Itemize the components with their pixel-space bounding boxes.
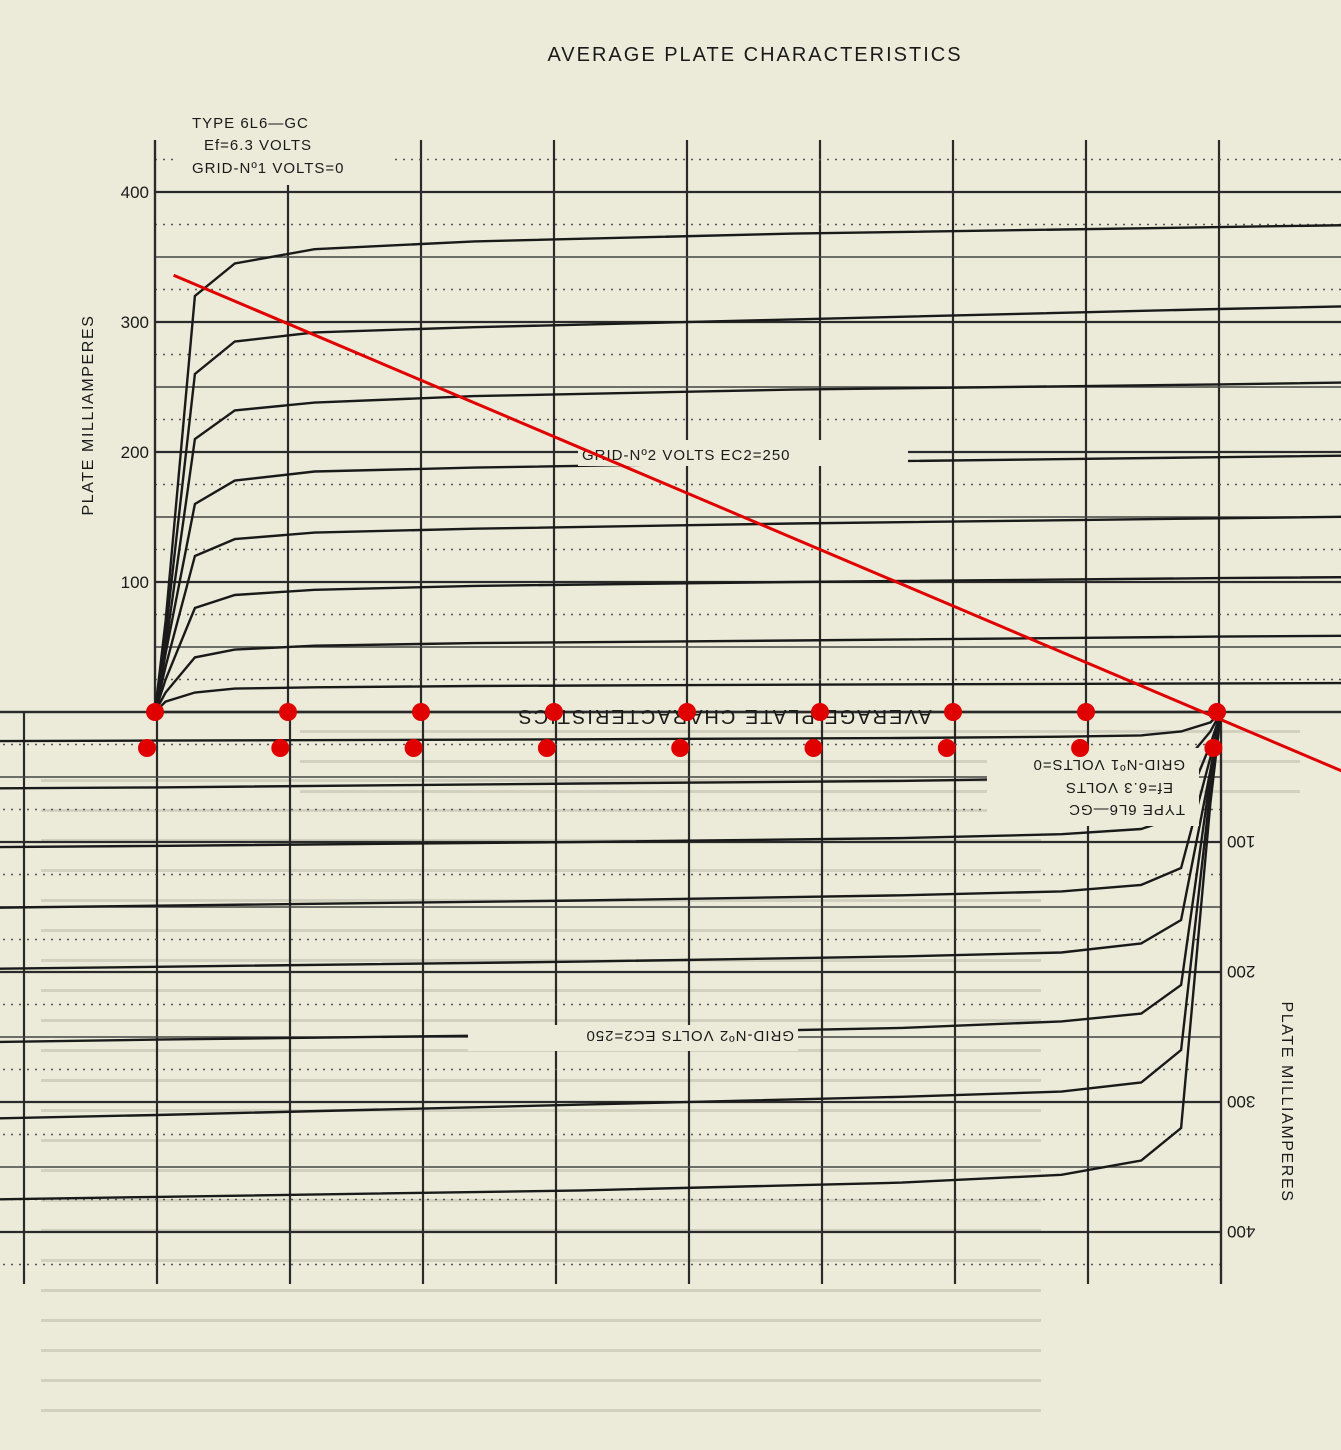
series-line — [0, 711, 1222, 743]
background-text-line — [41, 1169, 1041, 1172]
series-line — [0, 711, 1223, 1120]
background-text-line — [41, 1379, 1041, 1382]
marker-bottom — [937, 739, 956, 757]
marker-top — [1208, 703, 1226, 721]
y-ticks-top: 100 200 300 400 — [121, 183, 149, 592]
series-line — [0, 711, 1223, 970]
y-tick-label: 100 — [121, 573, 149, 592]
annotation-type-top: TYPE 6L6—GC — [192, 115, 309, 132]
background-text-line — [41, 1229, 1041, 1232]
marker-bottom — [804, 739, 823, 757]
y-tick-label: 400 — [121, 183, 149, 202]
series-line — [153, 381, 1341, 713]
marker-bottom — [1071, 739, 1090, 757]
marker-bottom — [537, 739, 556, 757]
marker-top — [412, 703, 430, 721]
y-axis-label-bottom: PLATE MILLIAMPERES — [1278, 1001, 1295, 1202]
series-line — [153, 305, 1341, 713]
background-text-line — [41, 1289, 1041, 1292]
background-text-line — [41, 1199, 1041, 1202]
marker-top — [279, 703, 297, 721]
background-text-line — [41, 1109, 1041, 1112]
y-tick-label: 300 — [1227, 1092, 1255, 1111]
marker-top — [811, 703, 829, 721]
series-line — [154, 681, 1341, 713]
background-text-line — [41, 1409, 1041, 1412]
marker-top — [1077, 703, 1095, 721]
background-text-line — [300, 760, 1300, 763]
background-text-line — [41, 1139, 1041, 1142]
family-label-bg-top — [578, 440, 908, 466]
series-line — [0, 711, 1223, 1044]
annotation-grid1-top: GRID-Nº1 VOLTS=0 — [192, 160, 345, 177]
background-text-line — [41, 1349, 1041, 1352]
chart-title-top: AVERAGE PLATE CHARACTERISTICS — [547, 44, 962, 66]
background-text-line — [300, 730, 1300, 733]
y-ticks-bottom: 100 200 300 400 — [1227, 832, 1255, 1241]
annotation-box-bottom — [987, 748, 1199, 826]
annotation-box-top — [178, 107, 390, 185]
chart-title-bottom: AVERAGE PLATE CHARACTERISTICS — [516, 705, 931, 727]
y-axis-label-top: PLATE MILLIAMPERES — [80, 314, 97, 515]
marker-bottom — [138, 739, 156, 757]
curves-top — [153, 224, 1341, 713]
y-tick-label: 200 — [121, 443, 149, 462]
y-tick-label: 300 — [121, 313, 149, 332]
y-tick-label: 200 — [1227, 962, 1255, 981]
background-text-line — [41, 1259, 1041, 1262]
marker-bottom — [404, 739, 423, 757]
background-text-line — [41, 959, 1041, 962]
background-text-line — [300, 790, 1300, 793]
family-label-bg-bottom — [468, 1025, 798, 1051]
marker-top — [678, 703, 696, 721]
family-label-bottom: GRID-Nº2 VOLTS EC2=250 — [585, 1027, 794, 1044]
series-line — [0, 711, 1223, 909]
annotation-type-bottom: TYPE 6L6—GC — [1068, 801, 1185, 818]
series-line — [0, 711, 1223, 1201]
y-tick-label: 400 — [1227, 1222, 1255, 1241]
annotation-heater-top: Ef=6.3 VOLTS — [204, 137, 312, 154]
background-text-line — [41, 869, 1041, 872]
background-text-line — [41, 809, 1041, 812]
background-text-line — [41, 779, 1041, 782]
marker-bottom — [271, 739, 290, 757]
red-overlay — [138, 273, 1341, 773]
marker-top — [944, 703, 962, 721]
y-tick-label: 100 — [1227, 832, 1255, 851]
load-line — [173, 273, 1341, 773]
marker-bottom — [1204, 739, 1223, 757]
background-text-line — [41, 1079, 1041, 1082]
series-line — [153, 454, 1341, 713]
series-line — [0, 711, 1223, 849]
marker-bottom — [671, 739, 690, 757]
family-label-top: GRID-Nº2 VOLTS EC2=250 — [582, 447, 791, 464]
annotation-heater-bottom: Ef=6.3 VOLTS — [1065, 779, 1173, 796]
background-text-line — [41, 989, 1041, 992]
series-line — [153, 576, 1341, 713]
background-text-line — [41, 929, 1041, 932]
chart-bottom: 400350300250200150100EC2=50 100200300400… — [0, 705, 1295, 1284]
series-line — [153, 634, 1341, 713]
series-line — [153, 515, 1341, 713]
background-text-bottom — [41, 779, 1041, 1412]
background-text-line — [41, 839, 1041, 842]
annotation-grid1-bottom: GRID-Nº1 VOLTS=0 — [1033, 756, 1186, 773]
series-line — [153, 224, 1341, 713]
chart-top: 400350300250200150100EC2=50 100200300400… — [30, 10, 1341, 715]
background-text-line — [41, 1019, 1041, 1022]
marker-top — [146, 703, 164, 721]
marker-top — [545, 703, 563, 721]
background-text-line — [41, 1319, 1041, 1322]
